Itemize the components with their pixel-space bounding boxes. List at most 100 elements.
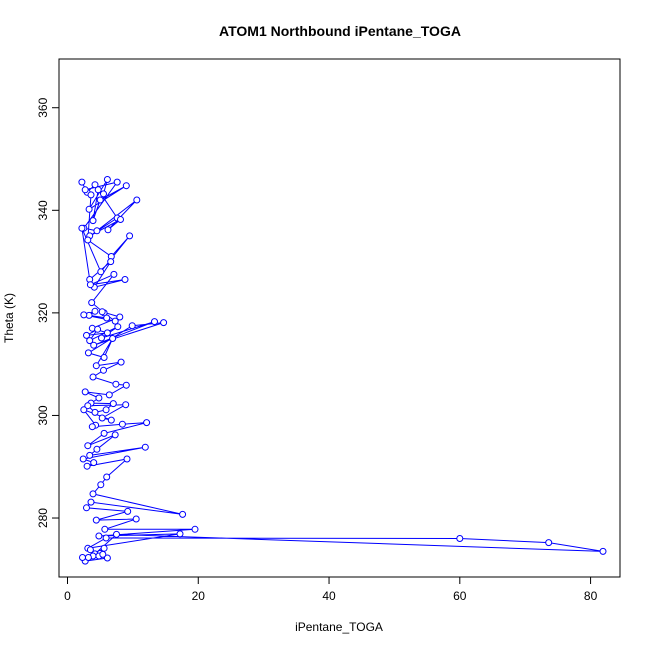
data-point (92, 362, 100, 370)
data-point (97, 268, 105, 276)
data-point (124, 507, 132, 515)
data-point (86, 546, 94, 554)
data-point (95, 394, 103, 402)
data-point (116, 313, 124, 321)
y-tick-label: 320 (36, 303, 50, 323)
x-tick-label: 60 (453, 589, 467, 603)
data-point (83, 331, 90, 339)
data-point (81, 186, 89, 194)
data-point (85, 205, 93, 213)
data-point (111, 317, 119, 325)
data-point (84, 554, 92, 561)
data-point (103, 314, 111, 322)
data-point (122, 182, 130, 190)
data-point (83, 504, 90, 512)
data-point (78, 224, 86, 232)
data-point (86, 281, 94, 289)
data-point (122, 401, 130, 409)
data-point (132, 515, 140, 523)
data-point (191, 525, 199, 533)
data-point (96, 196, 104, 204)
data-point (98, 414, 106, 422)
data-point (84, 349, 92, 357)
plot-frame (58, 58, 621, 578)
data-point (179, 510, 187, 518)
x-tick-label: 0 (64, 589, 71, 603)
data-point (86, 451, 94, 459)
data-point (103, 554, 111, 562)
data-point (103, 473, 111, 481)
data-point (79, 554, 86, 561)
x-tick-label: 80 (584, 589, 598, 603)
data-point (121, 276, 129, 283)
data-point (87, 191, 95, 199)
data-point (91, 181, 99, 189)
data-point (456, 535, 464, 542)
data-point (90, 459, 98, 467)
data-point (91, 408, 99, 416)
data-point (78, 178, 86, 186)
data-point (101, 525, 109, 533)
y-tick-label: 360 (36, 97, 50, 117)
data-point (143, 419, 151, 427)
data-point (109, 400, 117, 408)
series-layer (78, 176, 607, 565)
y-axis-label: Theta (K) (2, 293, 16, 343)
data-point (103, 329, 111, 337)
data-point (81, 388, 89, 396)
data-point (88, 299, 96, 307)
x-tick-label: 40 (322, 589, 336, 603)
data-point (84, 402, 92, 410)
data-point (99, 550, 107, 558)
data-point (151, 318, 158, 326)
data-point (104, 226, 112, 234)
data-point (118, 420, 126, 428)
data-point (102, 406, 110, 414)
data-point (111, 431, 119, 439)
data-point (86, 337, 94, 345)
data-point (91, 307, 99, 315)
data-point (100, 354, 108, 361)
series-line (81, 179, 604, 562)
data-point (107, 416, 115, 424)
data-point (84, 442, 92, 450)
data-point (100, 429, 108, 437)
data-point (89, 373, 97, 381)
y-tick-label: 280 (36, 508, 50, 528)
chart-title: ATOM1 Northbound iPentane_TOGA (219, 23, 461, 39)
x-tick-label: 20 (192, 589, 206, 603)
data-point (98, 308, 106, 316)
data-point (93, 445, 101, 453)
data-point (90, 341, 98, 349)
data-point (89, 490, 97, 498)
y-tick-label: 340 (36, 200, 50, 220)
data-point (94, 325, 102, 333)
data-point (123, 455, 131, 463)
data-point (102, 534, 110, 542)
data-point (545, 539, 553, 547)
data-point (83, 462, 91, 470)
data-point (128, 322, 136, 330)
data-point (97, 481, 105, 489)
data-point (160, 319, 168, 327)
data-point (94, 186, 102, 194)
data-point (112, 380, 120, 388)
data-point (95, 532, 103, 540)
data-point (133, 196, 141, 204)
data-point (122, 381, 130, 389)
data-point (92, 516, 100, 524)
data-point (110, 270, 118, 278)
data-point (117, 216, 124, 223)
data-point (89, 217, 97, 225)
data-point (105, 391, 113, 399)
x-axis: 0 20 40 60 80 (64, 576, 598, 603)
data-point (141, 443, 149, 451)
data-point (113, 178, 121, 186)
data-point (113, 530, 120, 538)
x-axis-label: iPentane_TOGA (295, 620, 383, 634)
data-point (176, 530, 184, 538)
data-point (100, 366, 107, 374)
data-point (79, 455, 87, 463)
data-point (117, 358, 125, 366)
data-point (599, 547, 607, 555)
